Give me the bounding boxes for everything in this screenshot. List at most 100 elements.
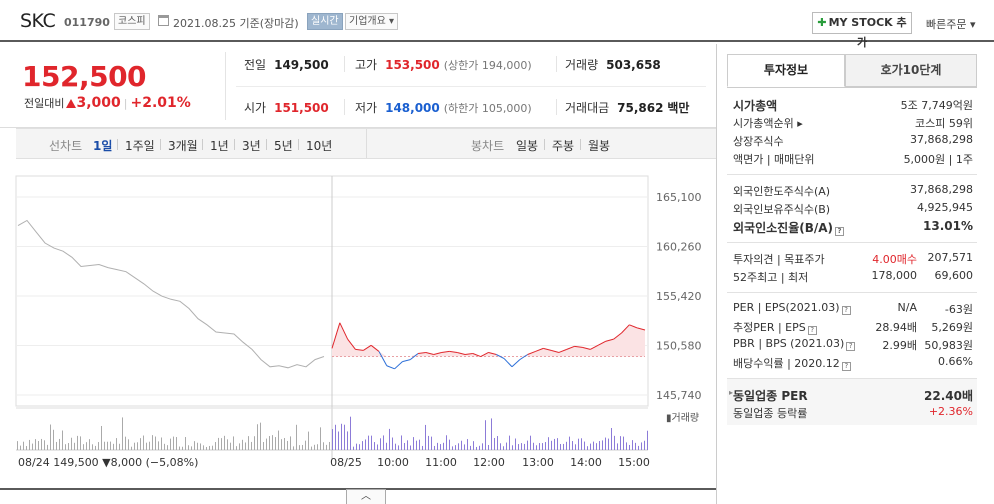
volume-bar xyxy=(212,445,213,450)
info-row: 투자의견 | 목표주가 4.00매수 207,571 xyxy=(733,251,973,266)
realtime-button[interactable]: 실시간 xyxy=(307,13,343,30)
volume-bar xyxy=(380,438,381,450)
volume-bar xyxy=(326,444,327,450)
volume-bar xyxy=(443,442,444,450)
volume-bar xyxy=(122,417,123,450)
price-panel: 152,500 전일대비 3,000 | +2.01% 전일 149,500 고가 153… xyxy=(0,44,716,128)
stat-low: 저가 148,000 (하한가 105,000) xyxy=(355,101,532,115)
y-tick-label: 145,740 xyxy=(656,389,702,402)
volume-bar xyxy=(545,442,546,450)
tab-3year[interactable]: 3년 xyxy=(242,139,261,153)
volume-bar xyxy=(173,436,174,450)
today-line-segment xyxy=(457,351,466,355)
info-row[interactable]: 동일업종 등락률 +2.36% xyxy=(733,405,973,420)
info-row[interactable]: 동일업종 PER ▸ 22.40배 xyxy=(729,388,973,403)
volume-bar xyxy=(143,435,144,450)
today-line-segment xyxy=(589,344,599,350)
info-row: 외국인소진율(B/A)? 13.01% xyxy=(733,219,973,236)
volume-bar xyxy=(296,424,297,450)
volume-bar xyxy=(74,442,75,450)
volume-bar xyxy=(329,441,330,450)
volume-bar xyxy=(314,444,315,450)
volume-bar xyxy=(596,443,597,450)
volume-bar xyxy=(608,438,609,450)
quick-order-dropdown[interactable]: 빠른주문 ▾ xyxy=(926,18,976,31)
volume-bar xyxy=(80,436,81,450)
volume-bar xyxy=(230,442,231,450)
volume-bar xyxy=(518,444,519,450)
volume-bar xyxy=(419,439,420,450)
volume-bar xyxy=(467,439,468,450)
tab-investment-info[interactable]: 투자정보 xyxy=(727,54,845,87)
volume-bar xyxy=(458,443,459,450)
volume-bar xyxy=(629,444,630,450)
today-line-segment xyxy=(402,359,411,363)
today-line-segment xyxy=(597,340,607,346)
price-chart[interactable]: 165,100 160,260 155,420 150,580 145,740 ▮거래량 0… xyxy=(0,160,716,504)
volume-bar xyxy=(227,439,228,450)
volume-bar xyxy=(461,440,462,450)
volume-bar xyxy=(134,442,135,450)
tab-10year[interactable]: 10년 xyxy=(306,139,333,153)
volume-bar xyxy=(425,424,426,450)
volume-bar xyxy=(551,440,552,450)
volume-bar xyxy=(488,444,489,450)
add-mystock-button[interactable]: ✚ MY STOCK 추가 xyxy=(812,12,912,49)
volume-bar xyxy=(188,445,189,450)
help-icon[interactable]: ? xyxy=(841,362,851,371)
help-icon[interactable]: ? xyxy=(807,326,817,335)
volume-bar xyxy=(347,431,348,450)
volume-bar xyxy=(20,445,21,450)
tab-orderbook-10[interactable]: 호가10단계 xyxy=(845,54,977,87)
today-line-segment xyxy=(582,346,591,350)
volume-bar xyxy=(602,440,603,450)
header: SKC 011790 코스피 2021.08.25 기준(장마감) 실시간 기업… xyxy=(0,0,994,49)
volume-bar xyxy=(509,435,510,450)
tab-5year[interactable]: 5년 xyxy=(274,139,293,153)
volume-bar xyxy=(17,441,18,450)
company-overview-dropdown[interactable]: 기업개요 ▾ xyxy=(345,13,398,30)
tab-3month[interactable]: 3개월 xyxy=(168,139,198,153)
investment-info-panel: 투자정보 호가10단계 시가총액 5조 7,749억원 시가총액순위 ▸ 코스피 5… xyxy=(716,44,994,504)
info-row: 시가총액 5조 7,749억원 xyxy=(733,99,973,113)
today-line-segment xyxy=(378,351,388,366)
volume-bar xyxy=(254,436,255,450)
volume-bar xyxy=(203,445,204,450)
today-line-segment xyxy=(488,351,497,355)
volume-bar xyxy=(563,443,564,450)
help-icon[interactable]: ? xyxy=(841,306,851,315)
volume-bar xyxy=(62,430,63,450)
x-tick-label: 14:00 xyxy=(570,456,602,469)
tab-1year[interactable]: 1년 xyxy=(210,139,229,153)
investment-info-table: 시가총액 5조 7,749억원 시가총액순위 ▸ 코스피 59위 상장주식수 37,8… xyxy=(727,87,977,425)
help-icon[interactable]: ? xyxy=(835,227,845,236)
tab-weekly-candle[interactable]: 주봉 xyxy=(552,139,575,153)
stock-name: SKC xyxy=(20,10,56,32)
tab-1week[interactable]: 1주일 xyxy=(125,139,155,153)
volume-bar xyxy=(44,440,45,450)
volume-bar xyxy=(281,439,282,450)
volume-bar xyxy=(449,439,450,450)
y-tick-label: 160,260 xyxy=(656,241,702,254)
volume-bar xyxy=(566,441,567,450)
volume-bar xyxy=(35,439,36,450)
info-row[interactable]: 시가총액순위 ▸ 코스피 59위 xyxy=(733,117,973,130)
today-line-segment xyxy=(496,354,505,360)
volume-bar xyxy=(554,438,555,450)
today-line-segment xyxy=(472,353,481,358)
help-icon[interactable]: ? xyxy=(846,342,856,351)
volume-bar xyxy=(431,436,432,450)
volume-bar xyxy=(335,424,336,450)
tab-1day[interactable]: 1일 xyxy=(93,139,113,153)
volume-bar xyxy=(584,441,585,450)
volume-bar xyxy=(560,443,561,450)
volume-bar xyxy=(434,445,435,450)
volume-bar xyxy=(362,441,363,450)
volume-bar xyxy=(287,440,288,450)
tab-monthly-candle[interactable]: 월봉 xyxy=(588,139,611,153)
collapse-toggle-button[interactable]: ︿ xyxy=(346,489,386,504)
price-chart-svg: 165,100 160,260 155,420 150,580 145,740 ▮거래량 0… xyxy=(0,175,716,490)
tab-daily-candle[interactable]: 일봉 xyxy=(516,139,539,153)
volume-bar xyxy=(302,444,303,450)
volume-bar xyxy=(539,443,540,450)
